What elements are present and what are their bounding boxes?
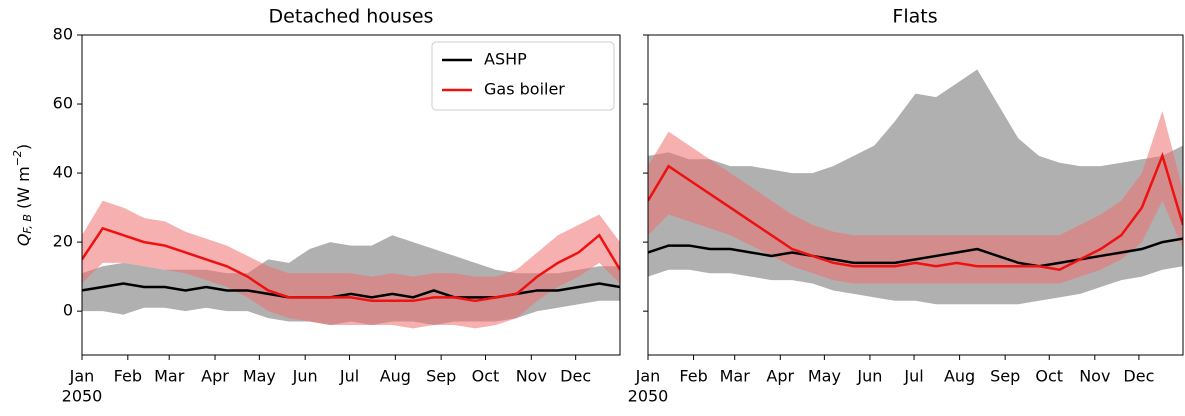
x-tick-label: Mar xyxy=(720,367,751,386)
x-tick-label: Nov xyxy=(1079,367,1110,386)
x-tick-label: Apr xyxy=(201,367,229,386)
x-year-label: 2050 xyxy=(62,387,103,406)
y-tick-label: 60 xyxy=(53,94,73,113)
y-label-main: Q xyxy=(14,234,33,247)
x-tick-label: Feb xyxy=(679,367,707,386)
x-tick-label: Jul xyxy=(339,367,359,386)
series-group xyxy=(82,200,620,329)
x-tick-label: Aug xyxy=(944,367,975,386)
x-tick-label: May xyxy=(808,367,841,386)
series-line xyxy=(648,237,1183,268)
x-tick-label: Oct xyxy=(472,367,500,386)
series-line xyxy=(82,226,620,303)
x-tick-label: Jun xyxy=(856,367,882,386)
x-tick-label: Mar xyxy=(154,367,185,386)
x-tick-label: Jul xyxy=(903,367,923,386)
plot-area xyxy=(82,200,620,329)
x-tick-label: Dec xyxy=(1123,367,1154,386)
legend-box xyxy=(431,41,615,111)
plot-area xyxy=(648,69,1183,305)
x-tick-label: Sep xyxy=(426,367,456,386)
legend-label: ASHP xyxy=(484,50,527,69)
y-label-end: ) xyxy=(14,144,33,150)
y-tick-label: 80 xyxy=(53,25,73,44)
x-tick-label: Feb xyxy=(114,367,142,386)
range-band xyxy=(648,110,1183,284)
y-tick-label: 0 xyxy=(63,301,73,320)
legend-label: Gas boiler xyxy=(484,80,565,99)
x-tick-label: Jun xyxy=(292,367,318,386)
x-tick-label: Aug xyxy=(380,367,411,386)
x-tick-label: Jan xyxy=(69,367,95,386)
plot-frame xyxy=(81,34,621,356)
series-line xyxy=(648,152,1183,272)
y-label-unit: (W m xyxy=(14,166,33,214)
x-tick-label: Dec xyxy=(560,367,591,386)
x-tick-label: May xyxy=(243,367,276,386)
y-axis-label: QF, B (W m−2) xyxy=(11,144,34,246)
x-tick-label: Jan xyxy=(635,367,661,386)
plot-frame xyxy=(647,34,1184,356)
chart-title: Flats xyxy=(892,6,937,28)
x-tick-label: Apr xyxy=(766,367,794,386)
x-tick-label: Nov xyxy=(516,367,547,386)
chart-title: Detached houses xyxy=(269,6,434,28)
x-tick-label: Sep xyxy=(990,367,1020,386)
series-line xyxy=(82,282,620,299)
x-year-label: 2050 xyxy=(628,387,669,406)
x-tick-label: Oct xyxy=(1035,367,1063,386)
y-label-sub: F, B xyxy=(21,214,34,233)
y-label-sup: −2 xyxy=(11,150,24,166)
y-tick-label: 40 xyxy=(53,163,73,182)
series-group xyxy=(648,69,1183,305)
y-tick-label: 20 xyxy=(53,232,73,251)
